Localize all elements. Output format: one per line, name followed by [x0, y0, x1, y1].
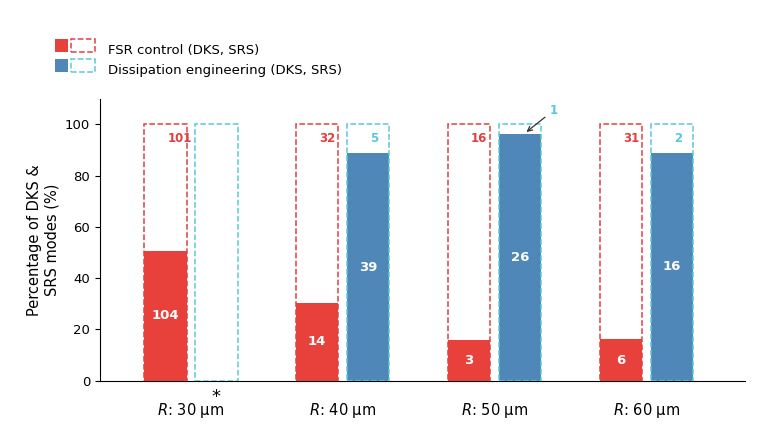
- Text: *: *: [212, 388, 221, 406]
- Text: 26: 26: [511, 251, 529, 264]
- Text: 32: 32: [319, 132, 336, 145]
- Legend: FSR control (DKS, SRS), Dissipation engineering (DKS, SRS): FSR control (DKS, SRS), Dissipation engi…: [55, 43, 342, 77]
- Text: 1: 1: [528, 103, 558, 131]
- Bar: [195, 124, 237, 381]
- Bar: [650, 153, 693, 381]
- Text: 3: 3: [465, 354, 474, 367]
- Text: $\it{R}$: 30 μm: $\it{R}$: 30 μm: [157, 401, 224, 420]
- Text: 101: 101: [167, 132, 192, 145]
- Bar: [296, 124, 339, 381]
- Bar: [448, 340, 490, 381]
- Bar: [347, 124, 389, 381]
- Text: 39: 39: [359, 261, 377, 274]
- Text: 5: 5: [370, 132, 379, 145]
- Text: $\it{R}$: 50 μm: $\it{R}$: 50 μm: [461, 401, 528, 420]
- Text: 16: 16: [663, 260, 681, 273]
- Bar: [600, 339, 642, 381]
- Bar: [296, 303, 339, 381]
- Bar: [498, 124, 541, 381]
- Text: 14: 14: [308, 335, 326, 348]
- Y-axis label: Percentage of DKS &
SRS modes (%): Percentage of DKS & SRS modes (%): [27, 164, 59, 315]
- Text: 6: 6: [616, 353, 625, 366]
- Text: $\it{R}$: 40 μm: $\it{R}$: 40 μm: [309, 401, 376, 420]
- Bar: [448, 124, 490, 381]
- Bar: [498, 134, 541, 381]
- Bar: [600, 124, 642, 381]
- Bar: [144, 251, 187, 381]
- Bar: [650, 124, 693, 381]
- Bar: [144, 124, 187, 381]
- Text: $\it{R}$: 60 μm: $\it{R}$: 60 μm: [613, 401, 680, 420]
- Text: 16: 16: [471, 132, 488, 145]
- Text: 31: 31: [623, 132, 639, 145]
- Text: 2: 2: [674, 132, 682, 145]
- Bar: [347, 154, 389, 381]
- Text: 104: 104: [151, 309, 179, 322]
